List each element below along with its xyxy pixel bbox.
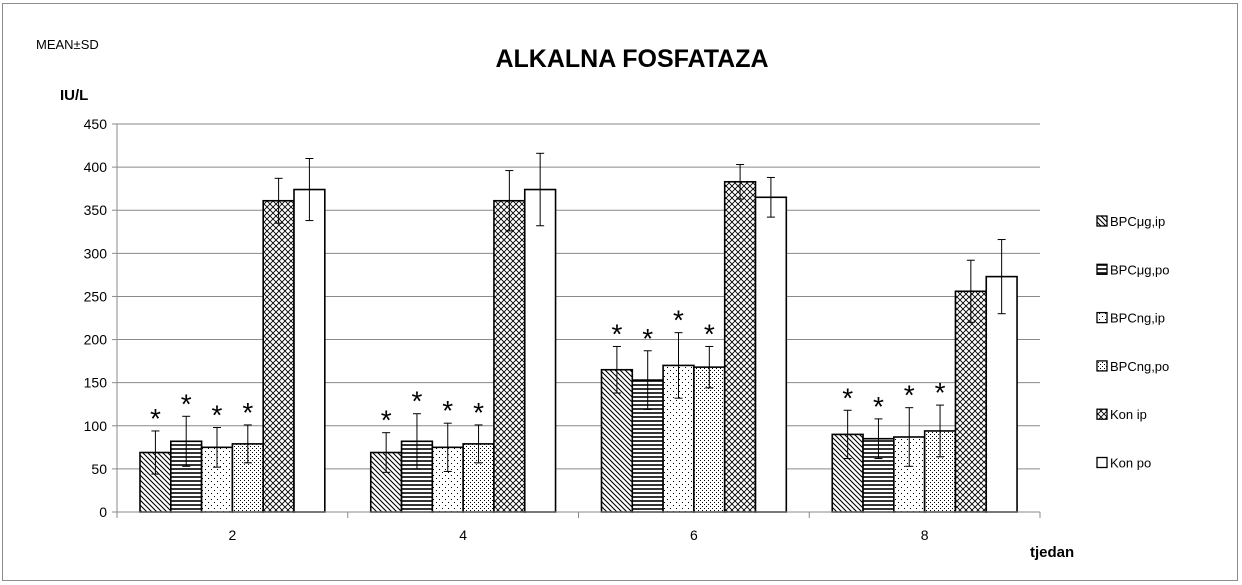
legend-swatch (1096, 215, 1108, 227)
bar-Kon po (293, 188, 326, 513)
significance-star: * (935, 377, 946, 408)
y-tick-label: 100 (84, 418, 108, 434)
x-axis-label: tjedan (1030, 544, 1074, 561)
bar-Kon ip (954, 290, 988, 513)
y-tick-label: 450 (84, 116, 108, 132)
bar-Kon po (754, 196, 788, 513)
significance-star: * (411, 386, 422, 417)
significance-star: * (704, 318, 715, 349)
x-tick-label: 6 (690, 527, 698, 543)
bar-Kon ip (723, 180, 757, 513)
legend-swatch (1096, 360, 1108, 372)
corner-note: MEAN±SD (36, 37, 99, 52)
axes: 0 50 100 150 200 250 300 350 400 450 2 4 6 8 (84, 116, 1041, 543)
y-tick-label: 50 (91, 461, 107, 477)
y-axis-label: IU/L (60, 87, 88, 104)
legend-swatch (1096, 263, 1108, 275)
y-tick-label: 0 (99, 504, 107, 520)
gridlines (117, 123, 1040, 470)
y-tick-label: 400 (84, 159, 108, 175)
bar-Kon ip (262, 199, 295, 513)
legend-label: Kon po (1110, 456, 1151, 471)
x-tick-label: 8 (921, 527, 929, 543)
legend-label: BPCng,ip (1110, 311, 1165, 326)
y-tick-label: 250 (84, 288, 108, 304)
x-tick-label: 4 (459, 527, 467, 543)
significance-star: * (473, 397, 484, 428)
bars: * * * * * * * * * * * * * * * * (139, 152, 1018, 513)
bar-BPCng,po (693, 366, 726, 513)
y-tick-label: 300 (84, 245, 108, 261)
legend-label: BPCμg,po (1110, 262, 1170, 277)
y-tick-label: 150 (84, 375, 108, 391)
significance-star: * (642, 323, 653, 354)
legend-swatch (1096, 456, 1108, 469)
significance-star: * (673, 305, 684, 336)
significance-star: * (212, 400, 223, 431)
significance-star: * (442, 395, 453, 426)
legend-swatch (1096, 311, 1108, 324)
legend-label: Kon ip (1110, 407, 1147, 422)
significance-star: * (150, 403, 161, 434)
legend: BPCμg,ip BPCμg,po BPCng,ip BPCng,po Kon ip Ko… (1096, 214, 1170, 471)
bar-Kon ip (493, 199, 526, 513)
legend-label: BPCng,po (1110, 359, 1169, 374)
legend-label: BPCμg,ip (1110, 214, 1165, 229)
significance-star: * (242, 397, 253, 428)
significance-star: * (611, 318, 622, 349)
y-tick-label: 350 (84, 202, 108, 218)
bar-Kon po (523, 188, 557, 513)
y-tick-label: 200 (84, 332, 108, 348)
significance-star: * (873, 391, 884, 422)
significance-star: * (842, 382, 853, 413)
significance-star: * (381, 405, 392, 436)
significance-star: * (904, 380, 915, 411)
x-tick-label: 2 (228, 527, 236, 543)
chart-title: ALKALNA FOSFATAZA (495, 45, 768, 73)
significance-star: * (181, 388, 192, 419)
legend-swatch (1096, 408, 1108, 420)
